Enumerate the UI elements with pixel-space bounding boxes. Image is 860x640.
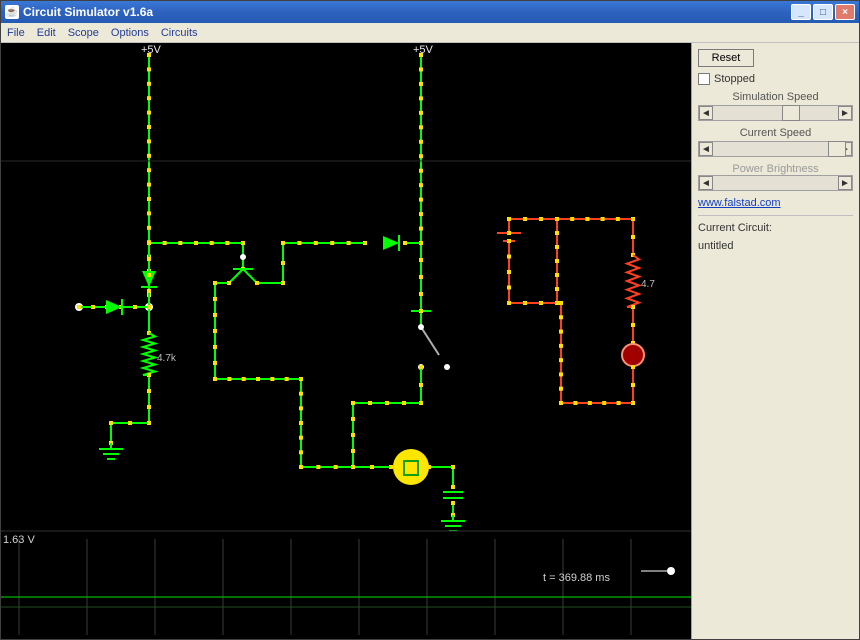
- cur-speed-slider[interactable]: ◄ ►: [698, 141, 853, 157]
- arrow-left-icon[interactable]: ◄: [699, 142, 713, 156]
- minimize-button[interactable]: _: [791, 4, 811, 20]
- stopped-checkbox[interactable]: Stopped: [698, 73, 853, 85]
- menu-options[interactable]: Options: [111, 27, 149, 39]
- menu-file[interactable]: File: [7, 27, 25, 39]
- close-button[interactable]: ×: [835, 4, 855, 20]
- checkbox-icon: [698, 73, 710, 85]
- canvas[interactable]: +5V 4.7k +5V 4.7 1.63 V t = 369.88 ms: [1, 43, 691, 639]
- java-icon: ☕: [5, 5, 19, 19]
- sim-speed-label: Simulation Speed: [698, 91, 853, 103]
- power-label: Power Brightness: [698, 163, 853, 175]
- arrow-left-icon[interactable]: ◄: [699, 176, 713, 190]
- svg-text:4.7: 4.7: [641, 279, 655, 290]
- reset-button[interactable]: Reset: [698, 49, 754, 67]
- menubar: File Edit Scope Options Circuits: [1, 23, 859, 43]
- window-controls: _ □ ×: [791, 4, 855, 20]
- cur-speed-label: Current Speed: [698, 127, 853, 139]
- website-link[interactable]: www.falstad.com: [698, 197, 853, 209]
- svg-text:1.63 V: 1.63 V: [3, 534, 35, 546]
- maximize-button[interactable]: □: [813, 4, 833, 20]
- current-circuit-label: Current Circuit:: [698, 222, 853, 234]
- svg-text:4.7k: 4.7k: [157, 353, 177, 364]
- menu-scope[interactable]: Scope: [68, 27, 99, 39]
- arrow-right-icon[interactable]: ►: [838, 106, 852, 120]
- divider: [698, 215, 853, 216]
- menu-edit[interactable]: Edit: [37, 27, 56, 39]
- sim-speed-slider[interactable]: ◄ ►: [698, 105, 853, 121]
- sim-speed-block: Simulation Speed ◄ ►: [698, 91, 853, 121]
- power-block: Power Brightness ◄ ►: [698, 163, 853, 191]
- cur-speed-block: Current Speed ◄ ►: [698, 127, 853, 157]
- svg-text:+5V: +5V: [413, 44, 434, 56]
- titlebar: ☕ Circuit Simulator v1.6a _ □ ×: [1, 1, 859, 23]
- svg-text:t = 369.88 ms: t = 369.88 ms: [543, 572, 610, 584]
- power-slider[interactable]: ◄ ►: [698, 175, 853, 191]
- svg-text:+5V: +5V: [141, 44, 162, 56]
- arrow-right-icon[interactable]: ►: [838, 176, 852, 190]
- arrow-left-icon[interactable]: ◄: [699, 106, 713, 120]
- menu-circuits[interactable]: Circuits: [161, 27, 198, 39]
- client-area: +5V 4.7k +5V 4.7 1.63 V t = 369.88 ms Reset S…: [1, 43, 859, 639]
- window-title: Circuit Simulator v1.6a: [23, 5, 791, 19]
- circuit-name: untitled: [698, 240, 853, 252]
- side-panel: Reset Stopped Simulation Speed ◄ ► Curre…: [691, 43, 859, 639]
- window: ☕ Circuit Simulator v1.6a _ □ × File Edi…: [0, 0, 860, 640]
- stopped-label: Stopped: [714, 73, 755, 85]
